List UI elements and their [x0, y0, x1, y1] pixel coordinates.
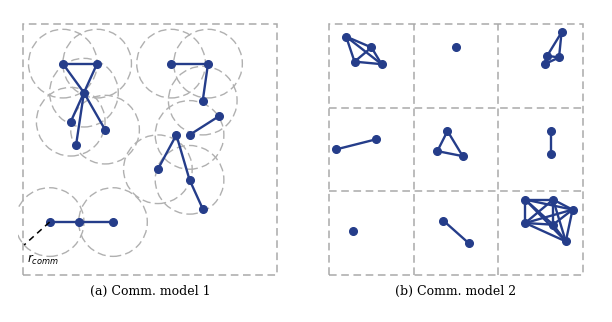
Text: $r_{comm}$: $r_{comm}$: [27, 253, 59, 267]
Text: (b) Comm. model 2: (b) Comm. model 2: [395, 285, 517, 298]
Text: (a) Comm. model 1: (a) Comm. model 1: [89, 285, 211, 298]
